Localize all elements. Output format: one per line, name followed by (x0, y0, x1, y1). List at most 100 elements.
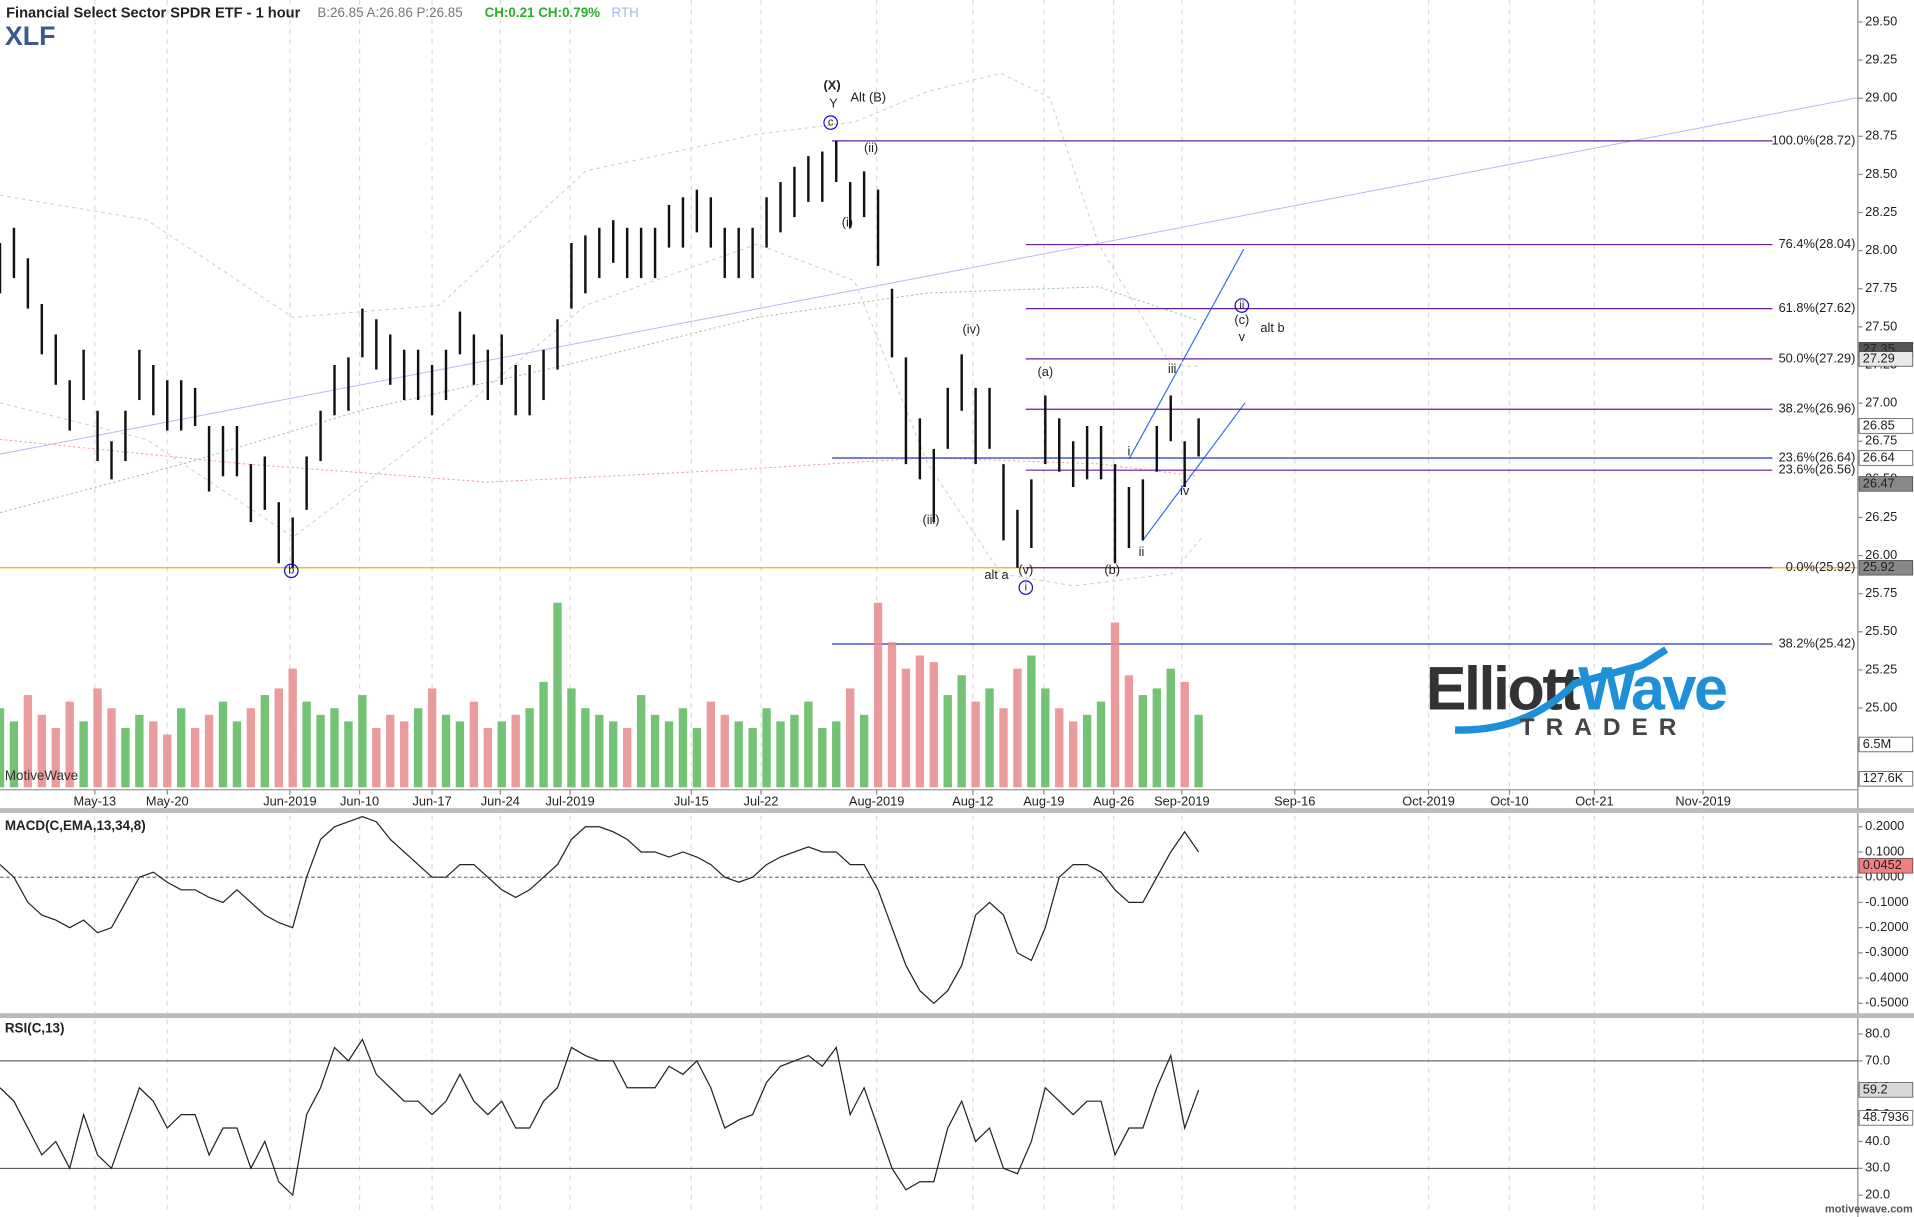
volume-bar (859, 714, 869, 788)
x-tick-label: Aug-26 (1093, 793, 1134, 808)
volume-bar (929, 662, 938, 788)
volume-bar (107, 708, 116, 788)
fib-label: 76.4%(28.04) (1779, 236, 1856, 251)
volume-bar (218, 701, 228, 788)
volume-bar (971, 701, 980, 788)
indicator-line (0, 1038, 1200, 1197)
chart-title: Financial Select Sector SPDR ETF - 1 hou… (6, 5, 301, 21)
volume-bar (636, 695, 646, 788)
volume-bar (790, 714, 799, 788)
label-circle (283, 563, 299, 579)
volume-bar (581, 708, 590, 788)
quote: B:26.85 A:26.86 P:26.85 (317, 5, 462, 20)
fib-label: 38.2%(26.96) (1779, 401, 1856, 416)
y-tick-label: 27.50 (1865, 318, 1897, 333)
volume-bar (1110, 622, 1120, 788)
label-circle (1234, 298, 1250, 313)
x-tick-label: Jun-2019 (263, 793, 316, 808)
x-tick-label: Jul-15 (674, 793, 709, 808)
volume-bar (358, 695, 367, 788)
y-tick-label: 0.1000 (1865, 843, 1904, 858)
x-tick-label: Jun-17 (412, 793, 451, 808)
volume-bar (804, 701, 813, 788)
x-tick-label: Sep-16 (1274, 793, 1315, 808)
volume-bar (678, 708, 688, 788)
volume-bar (720, 714, 729, 788)
axis-marker-label: 48.7936 (1863, 1109, 1909, 1124)
y-tick-label: -0.1000 (1865, 894, 1908, 909)
volume-marker (1858, 736, 1914, 753)
volume-marker-label: 127.6K (1863, 770, 1904, 785)
x-tick-label: Oct-21 (1575, 793, 1613, 808)
volume-bar (163, 734, 172, 788)
volume-bar (1041, 688, 1050, 788)
axis-marker (1858, 351, 1914, 367)
volume-bar (595, 714, 604, 788)
volume-bar (845, 688, 855, 788)
volume-bar (762, 708, 771, 788)
volume-marker-label: 6.5M (1863, 736, 1891, 751)
volume-bar (330, 708, 339, 788)
volume-bar (204, 714, 214, 788)
volume-bar (1096, 701, 1106, 788)
volume-bar (999, 708, 1008, 788)
wave-label: iii (1168, 361, 1177, 376)
volume-bar (539, 681, 548, 788)
moving-average (0, 438, 1197, 483)
volume-bar (302, 701, 311, 788)
volume-bar (79, 721, 88, 788)
volume-bar (177, 708, 186, 788)
wave-label: alt a (984, 567, 1009, 582)
volume-bar (274, 688, 283, 788)
wave-label: Alt (B) (851, 90, 887, 105)
volume-bar (51, 728, 60, 788)
volume-bar (121, 728, 130, 788)
volume-bar (0, 708, 5, 788)
volume-bar (957, 675, 966, 788)
fib-label: 50.0%(27.29) (1779, 350, 1856, 365)
volume-bar (288, 668, 297, 788)
logo-text: ElliottWave (1426, 654, 1726, 722)
label-circle (1018, 580, 1034, 595)
x-tick-label: May-13 (73, 793, 116, 808)
y-tick-label: -0.3000 (1865, 944, 1908, 959)
y-tick-label: 25.00 (1865, 699, 1897, 714)
wave-label: ii (1239, 299, 1244, 311)
y-tick-label: 20.0 (1865, 1187, 1890, 1202)
wave-label: (v) (1018, 562, 1033, 577)
logo-tagline: TRADER (1520, 714, 1688, 741)
x-tick-label: Nov-2019 (1675, 793, 1731, 808)
volume-bar (386, 714, 395, 788)
volume-bar (734, 721, 743, 788)
volume-bar (246, 708, 256, 788)
wave-label: b (288, 565, 294, 577)
axis-marker (1858, 418, 1914, 434)
volume-bar (985, 688, 994, 788)
volume-bar (776, 721, 785, 788)
panel-title: MACD(C,EMA,13,34,8) (5, 818, 146, 833)
volume-bar (511, 714, 520, 788)
y-tick-label: 28.50 (1865, 166, 1897, 181)
volume-bar (260, 695, 269, 788)
y-tick-label: -0.4000 (1865, 969, 1908, 984)
indicator-line (0, 816, 1200, 1005)
wave-label: (ii) (864, 140, 878, 155)
wave-label: (a) (1037, 364, 1053, 379)
x-tick-label: Aug-2019 (849, 793, 904, 808)
x-tick-label: Sep-2019 (1154, 793, 1210, 808)
x-tick-label: Jul-22 (744, 793, 779, 808)
fib-label: 38.2%(25.42) (1779, 635, 1856, 650)
volume-bar (1068, 721, 1078, 788)
volume-bar (441, 714, 451, 788)
y-tick-label: 25.75 (1865, 585, 1897, 600)
volume-bar (818, 728, 827, 788)
volume-bar (525, 708, 534, 788)
volume-bar (609, 721, 618, 788)
y-tick-label: 28.00 (1865, 242, 1897, 257)
volume-bar (1124, 675, 1134, 788)
fib-label: 23.6%(26.64) (1779, 449, 1856, 464)
volume-bar (37, 714, 46, 788)
wave-label: i (1025, 582, 1027, 594)
volume-bar (664, 721, 674, 788)
